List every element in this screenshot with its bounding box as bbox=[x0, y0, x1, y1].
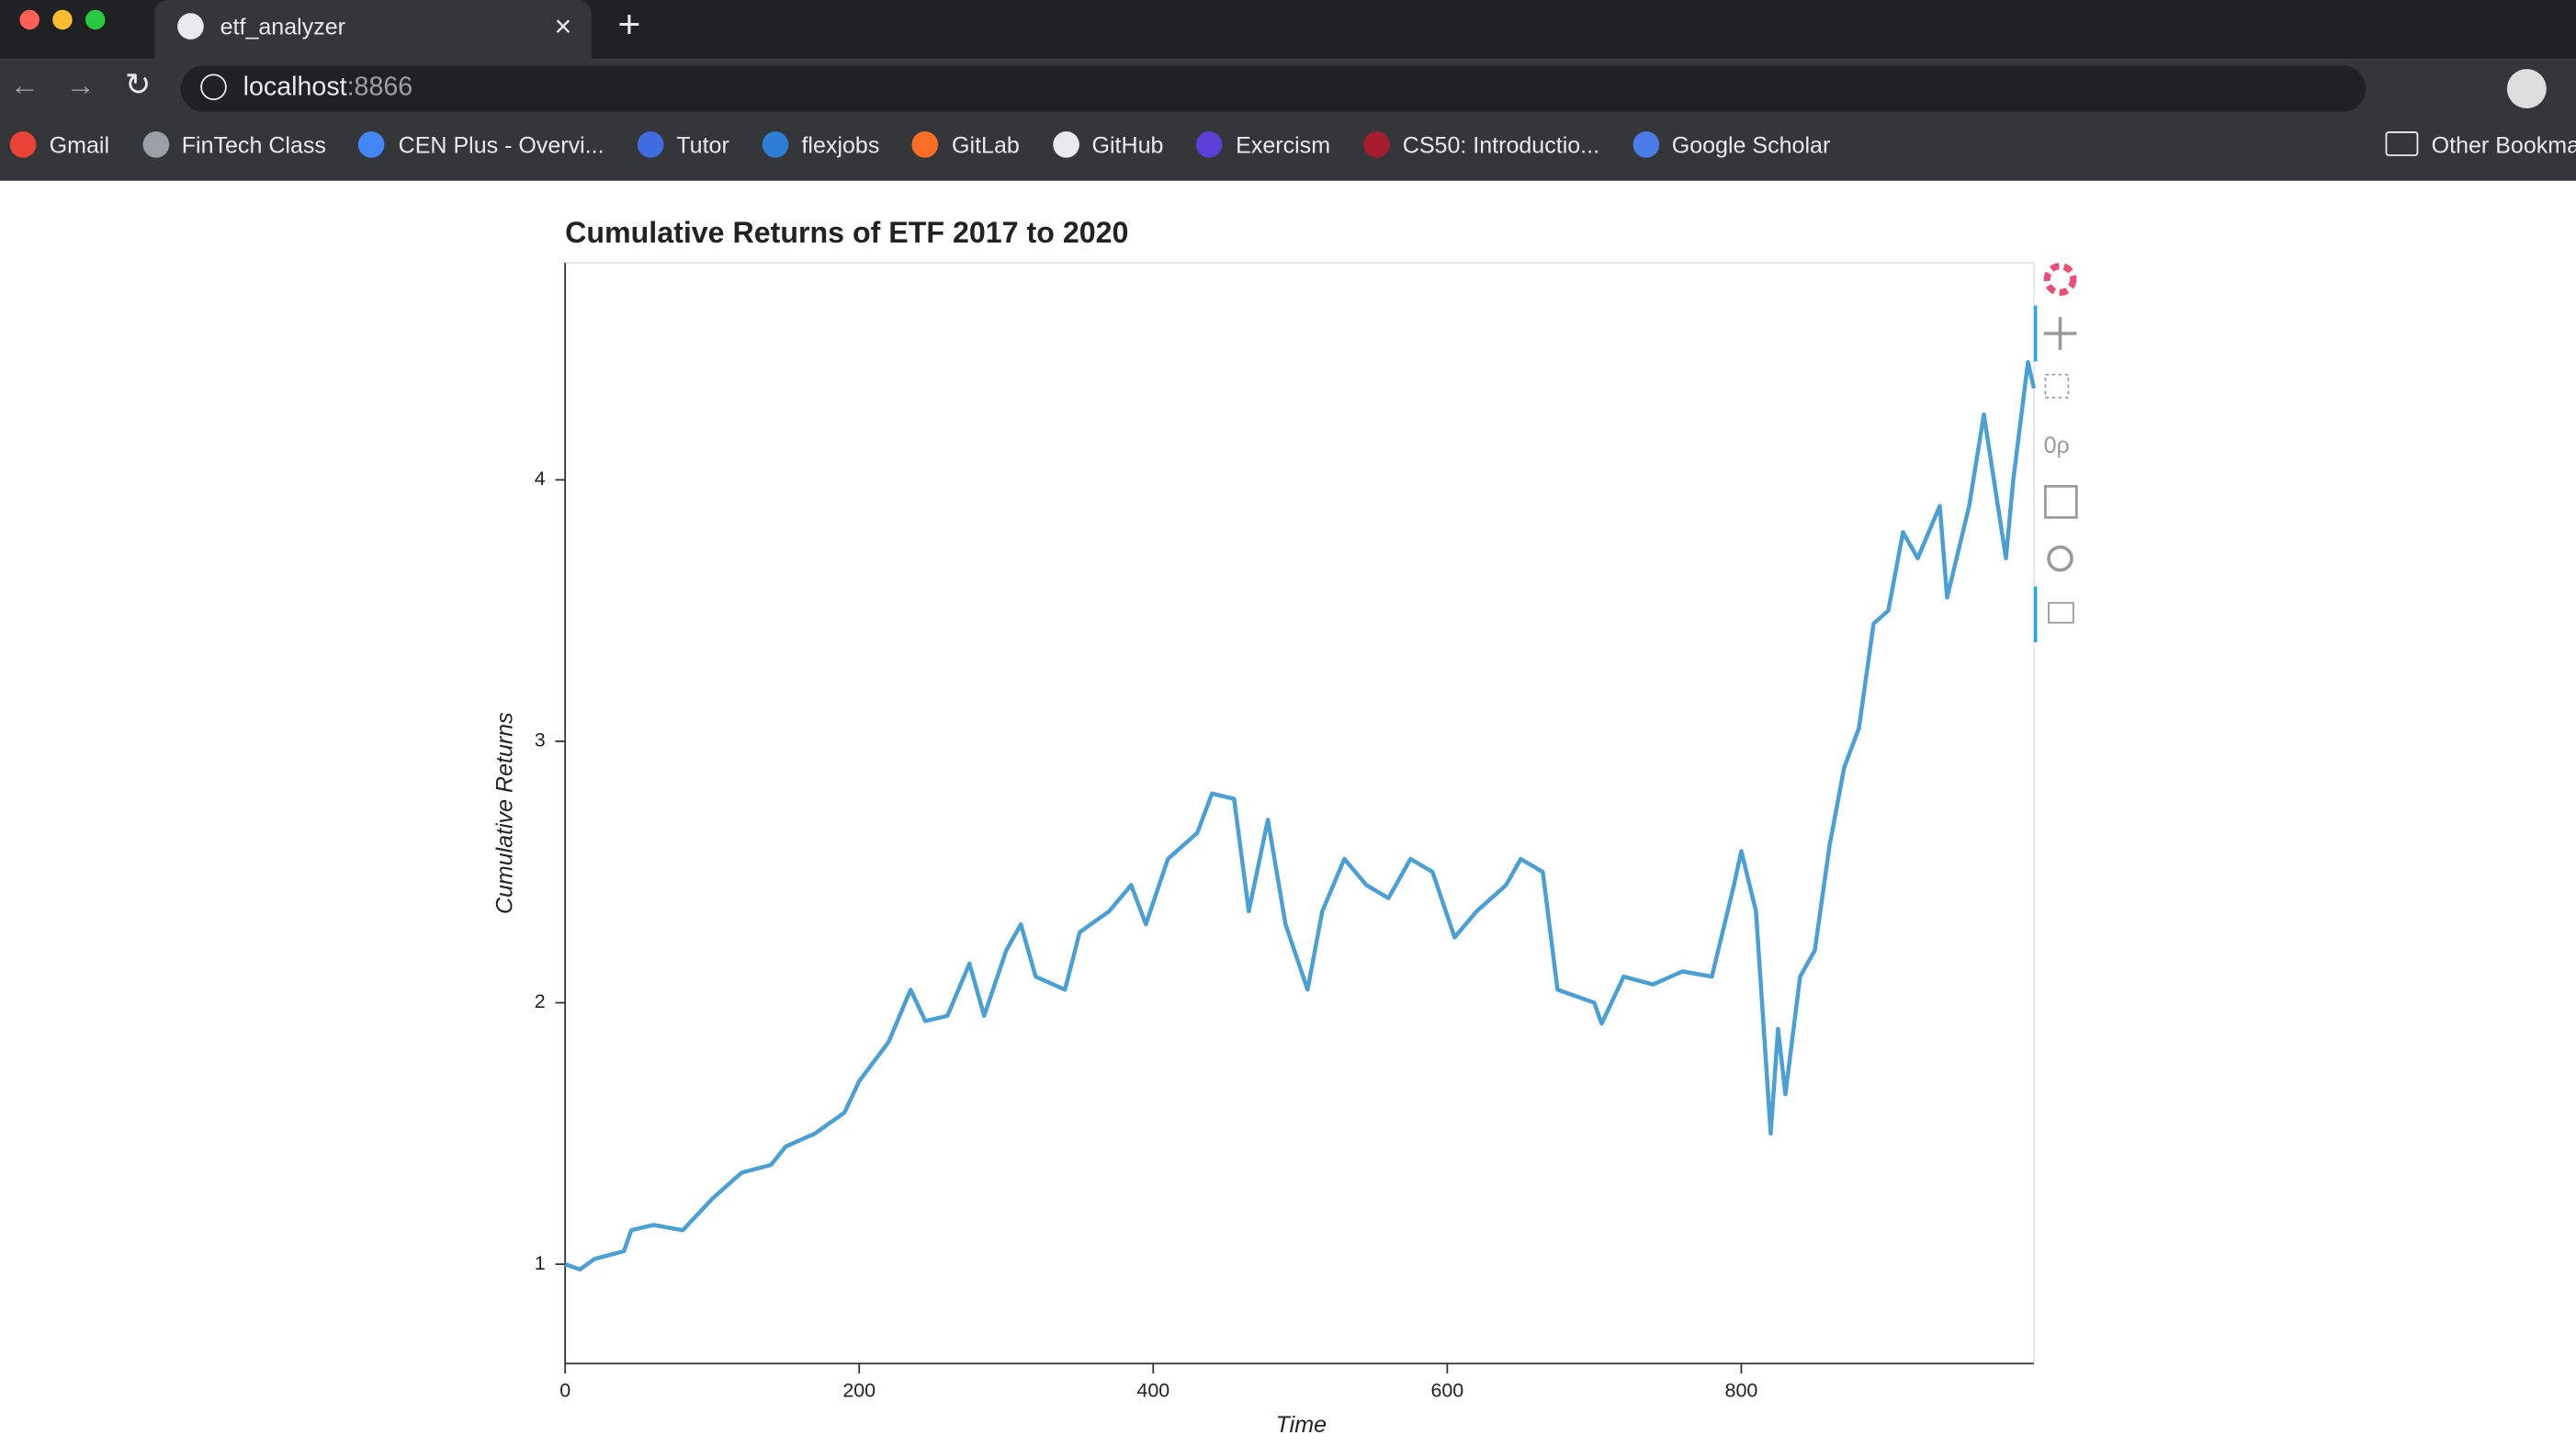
bookmark-label: CS50: Introductio... bbox=[1402, 131, 1600, 158]
pan-tool[interactable] bbox=[2043, 317, 2077, 350]
x-tick-label: 0 bbox=[559, 1379, 571, 1401]
url-host: localhost bbox=[243, 73, 347, 102]
bookmark-icon bbox=[1196, 131, 1223, 158]
chart-title: Cumulative Returns of ETF 2017 to 2020 bbox=[565, 216, 1128, 249]
bookmark[interactable]: Exercism bbox=[1196, 131, 1330, 158]
x-tick-label: 200 bbox=[842, 1379, 876, 1401]
y-tick-label: 4 bbox=[535, 468, 546, 490]
tab-close[interactable]: × bbox=[554, 9, 572, 43]
bookmark-label: GitHub bbox=[1091, 131, 1164, 158]
y-axis-label: Cumulative Returns bbox=[491, 712, 517, 914]
data-line bbox=[564, 360, 2037, 1272]
new-tab[interactable]: + bbox=[617, 3, 641, 48]
url-port: :8866 bbox=[346, 73, 413, 102]
bookmark-icon bbox=[1052, 131, 1079, 158]
reload-button[interactable]: ↻ bbox=[124, 69, 152, 104]
bookmark[interactable]: GitLab bbox=[912, 131, 1020, 158]
bookmark-icon bbox=[912, 131, 939, 158]
x-tick-label: 800 bbox=[1725, 1379, 1758, 1401]
bookmark-label: Google Scholar bbox=[1671, 131, 1831, 158]
url: localhost:8866 bbox=[243, 73, 413, 103]
back-button[interactable]: ← bbox=[9, 69, 40, 102]
bookmark-icon bbox=[1362, 131, 1390, 158]
bookmark-icon bbox=[637, 131, 663, 158]
bookmark-icon bbox=[1632, 131, 1659, 158]
bookmark-label: Tutor bbox=[676, 131, 729, 158]
bokeh-toolbar: 0ρ bbox=[2033, 263, 2078, 643]
y-tick-label: 2 bbox=[535, 990, 546, 1012]
minimize-window[interactable] bbox=[52, 9, 73, 30]
bookmark-icon bbox=[141, 131, 169, 158]
bookmark[interactable]: Tutor bbox=[637, 131, 729, 158]
chart-body: Cumulative Returns of ETF 2017 to 2020 T… bbox=[491, 216, 2078, 1438]
toolbar: ← → ↻ localhost:8866 Gmail FinTech Class C… bbox=[0, 59, 2576, 181]
bookmark[interactable]: flexjobs bbox=[762, 131, 880, 158]
tab-icon bbox=[177, 13, 204, 40]
x-tick-label: 600 bbox=[1430, 1379, 1463, 1401]
bookmark-label: GitLab bbox=[952, 131, 1020, 158]
close-window[interactable] bbox=[19, 9, 40, 30]
reset-tool[interactable] bbox=[2047, 545, 2073, 572]
x-axis-label: Time bbox=[1276, 1412, 1327, 1438]
address-bar[interactable]: localhost:8866 bbox=[180, 65, 2367, 112]
tab-bar: etf_analyzer × + bbox=[0, 0, 2576, 60]
bookmark[interactable]: Google Scholar bbox=[1632, 131, 1831, 158]
profile[interactable] bbox=[2506, 69, 2547, 109]
bookmark-label: FinTech Class bbox=[181, 131, 326, 158]
bookmark-label: Gmail bbox=[49, 131, 110, 158]
site-info bbox=[200, 73, 227, 101]
wheel-zoom-tool[interactable]: 0ρ bbox=[2044, 433, 2070, 458]
bookmark[interactable]: GitHub bbox=[1052, 131, 1164, 158]
y-tick-label: 3 bbox=[535, 729, 546, 751]
box-zoom-tool[interactable] bbox=[2044, 373, 2070, 399]
bookmark[interactable]: Gmail bbox=[9, 131, 110, 158]
bookmark[interactable]: FinTech Class bbox=[141, 131, 326, 158]
bookmark-icon bbox=[9, 131, 37, 158]
x-tick-label: 400 bbox=[1136, 1379, 1169, 1401]
other-bookmarks-label: Other Bookma bbox=[2431, 131, 2576, 158]
tab-title: etf_analyzer bbox=[220, 13, 346, 40]
bookmark[interactable]: CS50: Introductio... bbox=[1362, 131, 1600, 158]
chart: Cumulative Returns of ETF 2017 to 2020 T… bbox=[491, 216, 2078, 1438]
hover-tool[interactable] bbox=[2048, 602, 2074, 624]
bookmark-icon bbox=[762, 131, 789, 158]
plot-frame bbox=[564, 262, 2035, 1365]
forward-button[interactable]: → bbox=[65, 69, 96, 102]
maximize-window[interactable] bbox=[85, 9, 106, 30]
tab[interactable]: etf_analyzer × bbox=[154, 0, 592, 60]
bookmarks-bar: Gmail FinTech Class CEN Plus - Overvi... Tu… bbox=[9, 131, 1831, 158]
y-tick-label: 1 bbox=[535, 1252, 546, 1274]
bookmark-label: flexjobs bbox=[801, 131, 880, 158]
bookmark[interactable]: CEN Plus - Overvi... bbox=[358, 131, 604, 158]
other-bookmarks[interactable]: Other Bookma bbox=[2385, 131, 2576, 158]
bokeh-logo[interactable] bbox=[2043, 263, 2077, 296]
bookmark-label: Exercism bbox=[1236, 131, 1331, 158]
save-tool[interactable] bbox=[2044, 484, 2078, 519]
bookmark-icon bbox=[358, 131, 386, 158]
bookmark-label: CEN Plus - Overvi... bbox=[398, 131, 604, 158]
